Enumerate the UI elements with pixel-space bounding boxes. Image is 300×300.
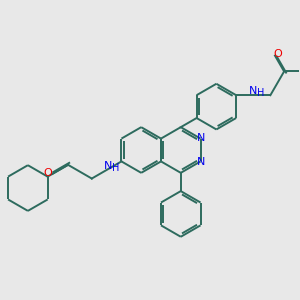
Text: N: N [104, 161, 112, 171]
Text: H: H [112, 163, 119, 173]
Text: O: O [274, 49, 283, 59]
Text: N: N [197, 157, 206, 167]
Text: N: N [197, 133, 206, 143]
Text: N: N [249, 86, 257, 96]
Text: H: H [256, 88, 264, 98]
Text: O: O [44, 168, 52, 178]
